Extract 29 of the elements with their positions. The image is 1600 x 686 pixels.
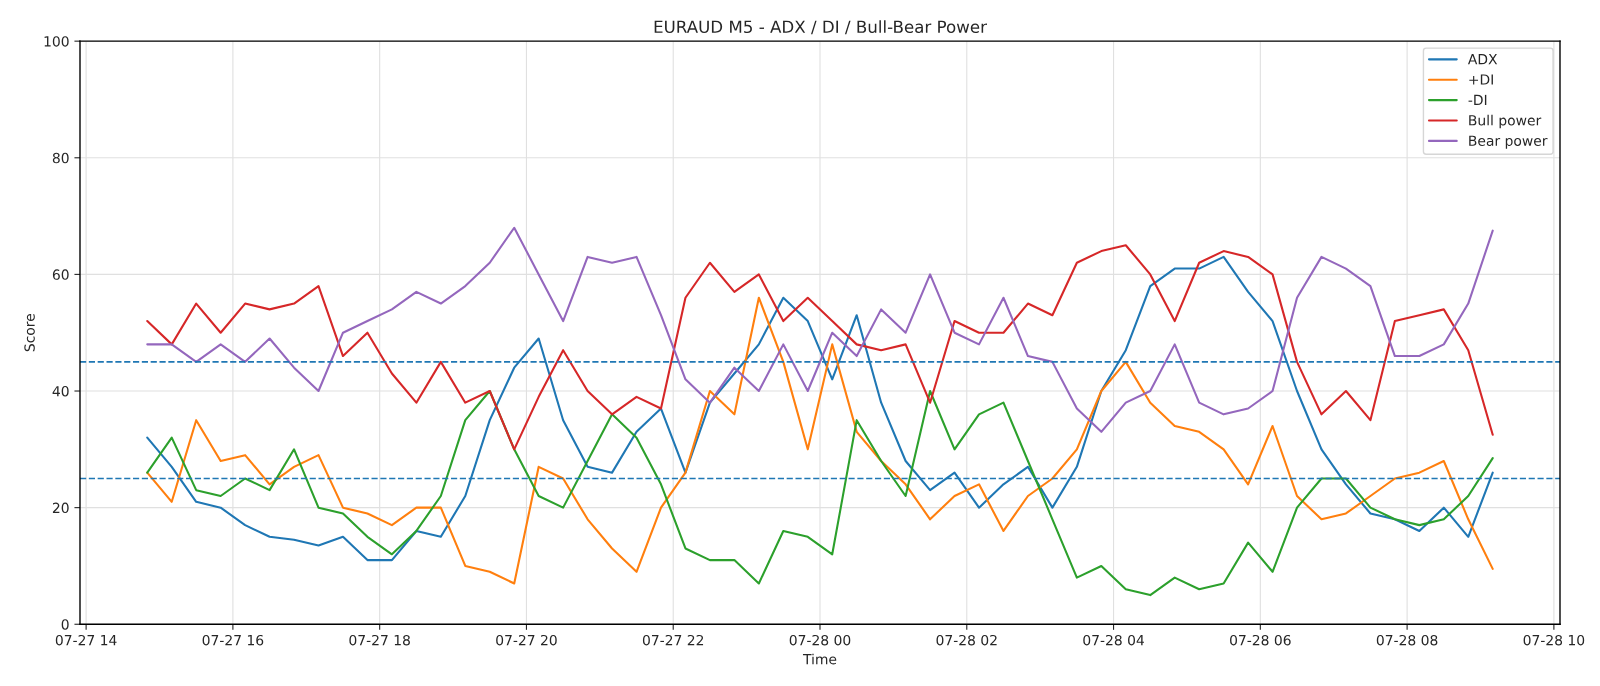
legend-label: -DI — [1468, 94, 1487, 105]
x-tick-label: 07-27 14 — [55, 634, 117, 646]
x-tick-label: 07-27 20 — [496, 634, 557, 646]
y-tick-label: 0 — [61, 619, 69, 630]
line-series — [146, 226, 1494, 433]
x-axis-title: Time — [802, 653, 837, 665]
x-tick-label: 07-27 18 — [349, 634, 410, 646]
legend-label: +DI — [1469, 74, 1493, 85]
line-series — [146, 244, 1494, 451]
chart-title: EURAUD M5 - ADX / DI / Bull-Bear Power — [654, 20, 987, 35]
x-tick-label: 07-28 02 — [936, 634, 997, 646]
y-tick-label: 20 — [52, 502, 69, 514]
legend-label: Bear power — [1469, 135, 1548, 149]
x-tick-label: 07-28 10 — [1523, 634, 1585, 646]
x-tick-label: 07-28 00 — [789, 634, 851, 646]
legend-label: Bull power — [1469, 114, 1542, 129]
x-tick-label: 07-28 08 — [1376, 634, 1438, 646]
legend-label: ADX — [1467, 54, 1498, 65]
line-series — [146, 296, 1494, 585]
y-tick-label: 100 — [44, 36, 69, 47]
x-tick-label: 07-28 04 — [1083, 634, 1144, 646]
y-tick-label: 60 — [52, 269, 69, 280]
y-tick-label: 40 — [52, 385, 69, 397]
line-series — [146, 389, 1494, 597]
x-tick-label: 07-27 22 — [642, 634, 704, 646]
x-tick-label: 07-28 06 — [1230, 634, 1291, 646]
y-tick-label: 80 — [52, 152, 69, 164]
y-axis-title: Score — [24, 314, 35, 352]
x-tick-label: 07-27 16 — [202, 634, 264, 646]
